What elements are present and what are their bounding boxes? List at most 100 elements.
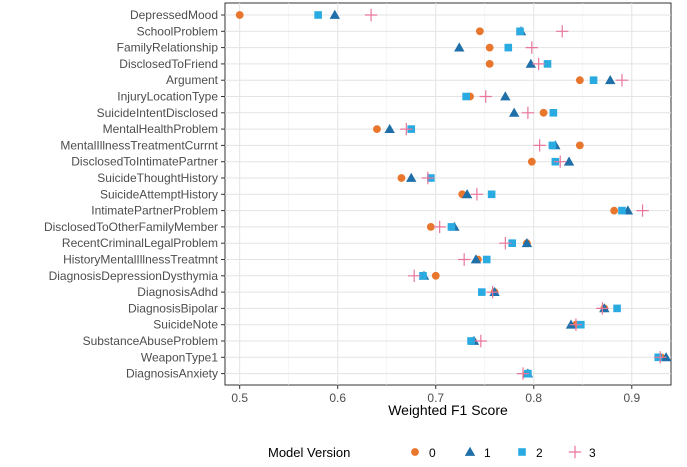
point-series-3-SuicideThoughtHistory (421, 171, 435, 185)
point-series-3-FamilyRelationship (525, 41, 539, 54)
point-series-3-Argument (615, 74, 629, 87)
point-series-0-MentalIllnessTreatmentCurrnt (575, 141, 584, 150)
point-series-2-SuicideAttemptHistory (487, 190, 496, 199)
x-tick-label: 0.6 (329, 391, 346, 405)
y-tick-label: DepressedMood (130, 8, 218, 22)
point-series-0-SuicideIntentDisclosed (539, 108, 548, 117)
y-tick-label: FamilyRelationship (117, 41, 219, 55)
point-series-3-DisclosedToOtherFamilyMember (433, 220, 446, 234)
point-series-3-DepressedMood (364, 8, 378, 22)
legend-key-1 (464, 446, 476, 456)
point-series-1-SuicideIntentDisclosed (508, 107, 520, 117)
point-series-0-DisclosedToOtherFamilyMember (426, 223, 435, 231)
point-series-3-MentalHealthProblem (400, 122, 413, 136)
point-series-0-DisclosedToIntimatePartner (527, 157, 536, 166)
point-series-2-SubstanceAbuseProblem (467, 337, 475, 345)
y-tick-label: SchoolProblem (137, 24, 218, 38)
point-series-2-HistoryMentalIllnessTreatmnt (482, 255, 491, 264)
point-series-2-RecentCriminalLegalProblem (508, 239, 517, 247)
point-series-1-InjuryLocationType (500, 91, 511, 101)
y-tick-label: DisclosedToFriend (119, 57, 218, 71)
point-series-3-SuicideNote (569, 318, 583, 331)
point-series-3-SchoolProblem (555, 25, 569, 38)
y-tick-label: RecentCriminalLegalProblem (62, 236, 218, 250)
legend-label-3: 3 (589, 446, 596, 460)
point-series-1-FamilyRelationship (454, 42, 465, 52)
point-series-1-DepressedMood (329, 9, 340, 19)
y-tick-label: InjuryLocationType (117, 90, 218, 104)
legend-label-2: 2 (536, 446, 543, 460)
point-series-1-HistoryMentalIllnessTreatmnt (470, 254, 482, 264)
y-axis: DepressedMood SchoolProblem FamilyRelation… (44, 8, 225, 381)
point-series-3-RecentCriminalLegalProblem (499, 237, 512, 250)
point-series-2-IntimatePartnerProblem (618, 206, 626, 215)
point-series-0-MentalHealthProblem (373, 125, 381, 133)
y-tick-label: DisclosedToOtherFamilyMember (44, 220, 218, 234)
point-series-1-WeaponType1 (660, 352, 672, 362)
legend-title: Model Version (268, 445, 350, 460)
point-series-0-FamilyRelationship (485, 43, 494, 52)
y-tick-label: DisclosedToIntimatePartner (71, 155, 218, 169)
legend-key-3 (568, 445, 582, 459)
x-tick-label: 0.9 (623, 391, 640, 405)
x-tick-label: 0.8 (525, 391, 542, 405)
point-series-3-DiagnosisAnxiety (516, 367, 530, 380)
point-series-3-DiagnosisAdhd (486, 285, 499, 299)
y-tick-label: DiagnosisAdhd (137, 285, 218, 299)
point-series-1-Argument (605, 75, 616, 85)
x-axis: 0.5 0.6 0.7 0.8 0.9 (231, 385, 640, 405)
point-series-2-DepressedMood (314, 11, 322, 19)
point-series-3-DisclosedToIntimatePartner (554, 155, 567, 168)
point-series-1-SuicideNote (565, 319, 577, 329)
x-tick-label: 0.5 (231, 391, 248, 405)
point-series-3-HistoryMentalIllnessTreatmnt (457, 253, 471, 266)
point-series-3-MentalIllnessTreatmentCurrnt (533, 139, 546, 152)
point-series-0-Argument (575, 76, 584, 85)
point-series-1-DisclosedToIntimatePartner (563, 156, 575, 166)
y-tick-label: HistoryMentalIllnessTreatmnt (63, 253, 219, 267)
point-series-1-SuicideThoughtHistory (406, 172, 417, 182)
point-series-2-InjuryLocationType (462, 92, 470, 101)
point-series-1-DiagnosisAdhd (489, 286, 500, 296)
point-series-2-SuicideIntentDisclosed (549, 109, 558, 117)
legend-label-1: 1 (484, 446, 491, 460)
y-tick-label: IntimatePartnerProblem (91, 204, 218, 218)
point-series-1-DisclosedToFriend (525, 58, 537, 68)
y-tick-label: DiagnosisAnxiety (126, 367, 218, 381)
point-series-2-DisclosedToFriend (543, 60, 552, 68)
point-series-3-SuicideAttemptHistory (470, 188, 484, 201)
x-axis-label: Weighted F1 Score (388, 402, 508, 418)
y-tick-label: SubstanceAbuseProblem (83, 334, 218, 348)
y-tick-label: DiagnosisDepressionDysthymia (49, 269, 219, 283)
point-series-3-SubstanceAbuseProblem (474, 334, 488, 348)
y-tick-label: MentalIllnessTreatmentCurrnt (60, 138, 218, 152)
point-series-3-WeaponType1 (654, 351, 667, 364)
point-series-2-DiagnosisBipolar (613, 304, 621, 313)
y-tick-label: MentalHealthProblem (103, 122, 218, 136)
point-series-2-SchoolProblem (516, 27, 524, 36)
point-series-0-IntimatePartnerProblem (610, 206, 619, 215)
point-series-3-SuicideIntentDisclosed (521, 106, 535, 119)
y-tick-label: Argument (166, 73, 219, 87)
y-tick-label: SuicideThoughtHistory (97, 171, 218, 185)
point-series-1-SuicideAttemptHistory (461, 189, 473, 199)
data-points (235, 8, 672, 380)
point-series-1-MentalHealthProblem (384, 123, 395, 133)
point-series-2-MentalIllnessTreatmentCurrnt (548, 141, 557, 150)
point-series-2-Argument (589, 76, 598, 84)
point-series-0-DiagnosisDepressionDysthymia (431, 271, 440, 280)
point-series-3-DisclosedToFriend (532, 57, 545, 71)
point-series-2-DisclosedToOtherFamilyMember (447, 223, 456, 231)
point-series-3-DiagnosisDepressionDysthymia (407, 269, 421, 282)
point-series-3-DiagnosisBipolar (596, 302, 609, 315)
y-tick-label: SuicideIntentDisclosed (97, 106, 218, 120)
point-series-1-RecentCriminalLegalProblem (521, 238, 533, 248)
legend-label-0: 0 (429, 446, 436, 460)
point-series-2-DiagnosisDepressionDysthymia (419, 272, 427, 280)
point-series-2-FamilyRelationship (504, 43, 513, 52)
legend-key-2 (518, 448, 526, 456)
point-series-1-DiagnosisBipolar (599, 303, 610, 313)
x-tick-label: 0.7 (427, 391, 444, 405)
point-series-2-DiagnosisAdhd (478, 288, 486, 296)
point-series-3-InjuryLocationType (479, 90, 492, 103)
